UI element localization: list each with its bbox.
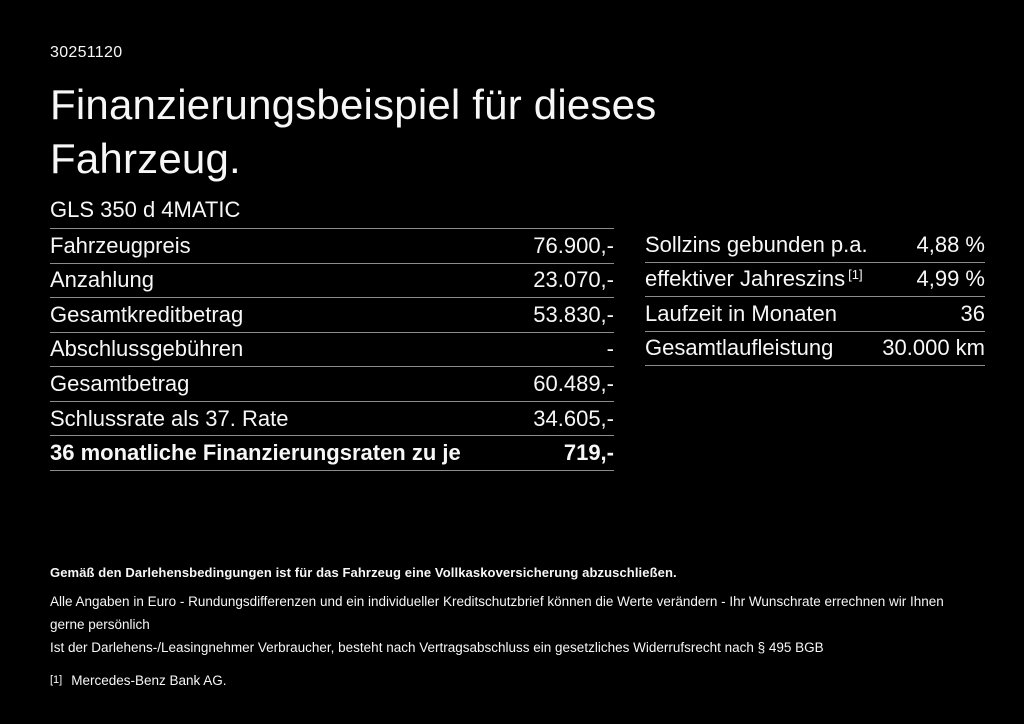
row-label: Schlussrate als 37. Rate bbox=[50, 405, 289, 431]
finance-table: Fahrzeugpreis 76.900,- Anzahlung 23.070,… bbox=[50, 228, 614, 471]
page-title: Finanzierungsbeispiel für dieses Fahrzeu… bbox=[50, 78, 656, 186]
table-row-abschlussgebuehren: Abschlussgebühren - bbox=[50, 331, 614, 367]
footnote-ref: [1] bbox=[848, 267, 863, 283]
table-row-gesamtbetrag: Gesamtbetrag 60.489,- bbox=[50, 366, 614, 401]
footnote-text: Mercedes-Benz Bank AG. bbox=[71, 673, 227, 688]
page-title-line1: Finanzierungsbeispiel für dieses bbox=[50, 81, 657, 128]
row-label: Laufzeit in Monaten bbox=[645, 300, 838, 326]
disclaimer-line-2: Ist der Darlehens-/Leasingnehmer Verbrau… bbox=[50, 640, 824, 655]
insurance-note: Gemäß den Darlehensbedingungen ist für d… bbox=[50, 565, 677, 580]
row-label-text: effektiver Jahreszins bbox=[645, 266, 846, 292]
vehicle-model: GLS 350 d 4MATIC bbox=[50, 197, 241, 222]
footnote: [1] Mercedes-Benz Bank AG. bbox=[50, 673, 960, 688]
row-label: Anzahlung bbox=[50, 267, 154, 293]
table-row-laufzeit: Laufzeit in Monaten 36 bbox=[645, 297, 985, 332]
table-row-monatsrate: 36 monatliche Finanzierungsraten zu je 7… bbox=[50, 435, 614, 470]
table-row-sollzins: Sollzins gebunden p.a. 4,88 % bbox=[645, 228, 985, 263]
table-row-gesamtlaufleistung: Gesamtlaufleistung 30.000 km bbox=[645, 332, 985, 367]
disclaimer-footer: Gemäß den Darlehensbedingungen ist für d… bbox=[50, 565, 960, 688]
row-value: 719,- bbox=[563, 440, 614, 466]
document-id: 30251120 bbox=[50, 44, 123, 61]
table-row-fahrzeugpreis: Fahrzeugpreis 76.900,- bbox=[50, 228, 614, 263]
row-value: 36 bbox=[960, 300, 985, 326]
row-label: 36 monatliche Finanzierungsraten zu je bbox=[50, 440, 461, 466]
row-value: 30.000 km bbox=[882, 335, 985, 361]
table-row-effektiver-jahreszins: effektiver Jahreszins [1] 4,99 % bbox=[645, 263, 985, 298]
row-label: Sollzins gebunden p.a. bbox=[645, 231, 868, 257]
row-value: 53.830,- bbox=[533, 301, 614, 327]
row-label: effektiver Jahreszins [1] bbox=[645, 266, 863, 292]
row-label: Abschlussgebühren bbox=[50, 336, 244, 362]
row-value: 76.900,- bbox=[533, 232, 614, 258]
conditions-table: Sollzins gebunden p.a. 4,88 % effektiver… bbox=[645, 228, 985, 367]
row-label: Gesamtbetrag bbox=[50, 370, 190, 396]
table-row-anzahlung: Anzahlung 23.070,- bbox=[50, 262, 614, 298]
row-value: 23.070,- bbox=[533, 267, 614, 293]
row-value: - bbox=[606, 336, 614, 362]
row-value: 4,99 % bbox=[916, 266, 986, 292]
table-row-gesamtkreditbetrag: Gesamtkreditbetrag 53.830,- bbox=[50, 297, 614, 332]
table-row-schlussrate: Schlussrate als 37. Rate 34.605,- bbox=[50, 400, 614, 436]
row-label: Gesamtlaufleistung bbox=[645, 335, 834, 361]
row-value: 60.489,- bbox=[533, 370, 614, 396]
row-label: Gesamtkreditbetrag bbox=[50, 301, 244, 327]
footnote-marker: [1] bbox=[50, 674, 63, 686]
disclaimer-line-1: Alle Angaben in Euro - Rundungsdifferenz… bbox=[50, 594, 944, 632]
page-title-line2: Fahrzeug. bbox=[50, 135, 241, 182]
row-value: 4,88 % bbox=[916, 231, 986, 257]
row-value: 34.605,- bbox=[533, 405, 614, 431]
row-label: Fahrzeugpreis bbox=[50, 232, 191, 258]
